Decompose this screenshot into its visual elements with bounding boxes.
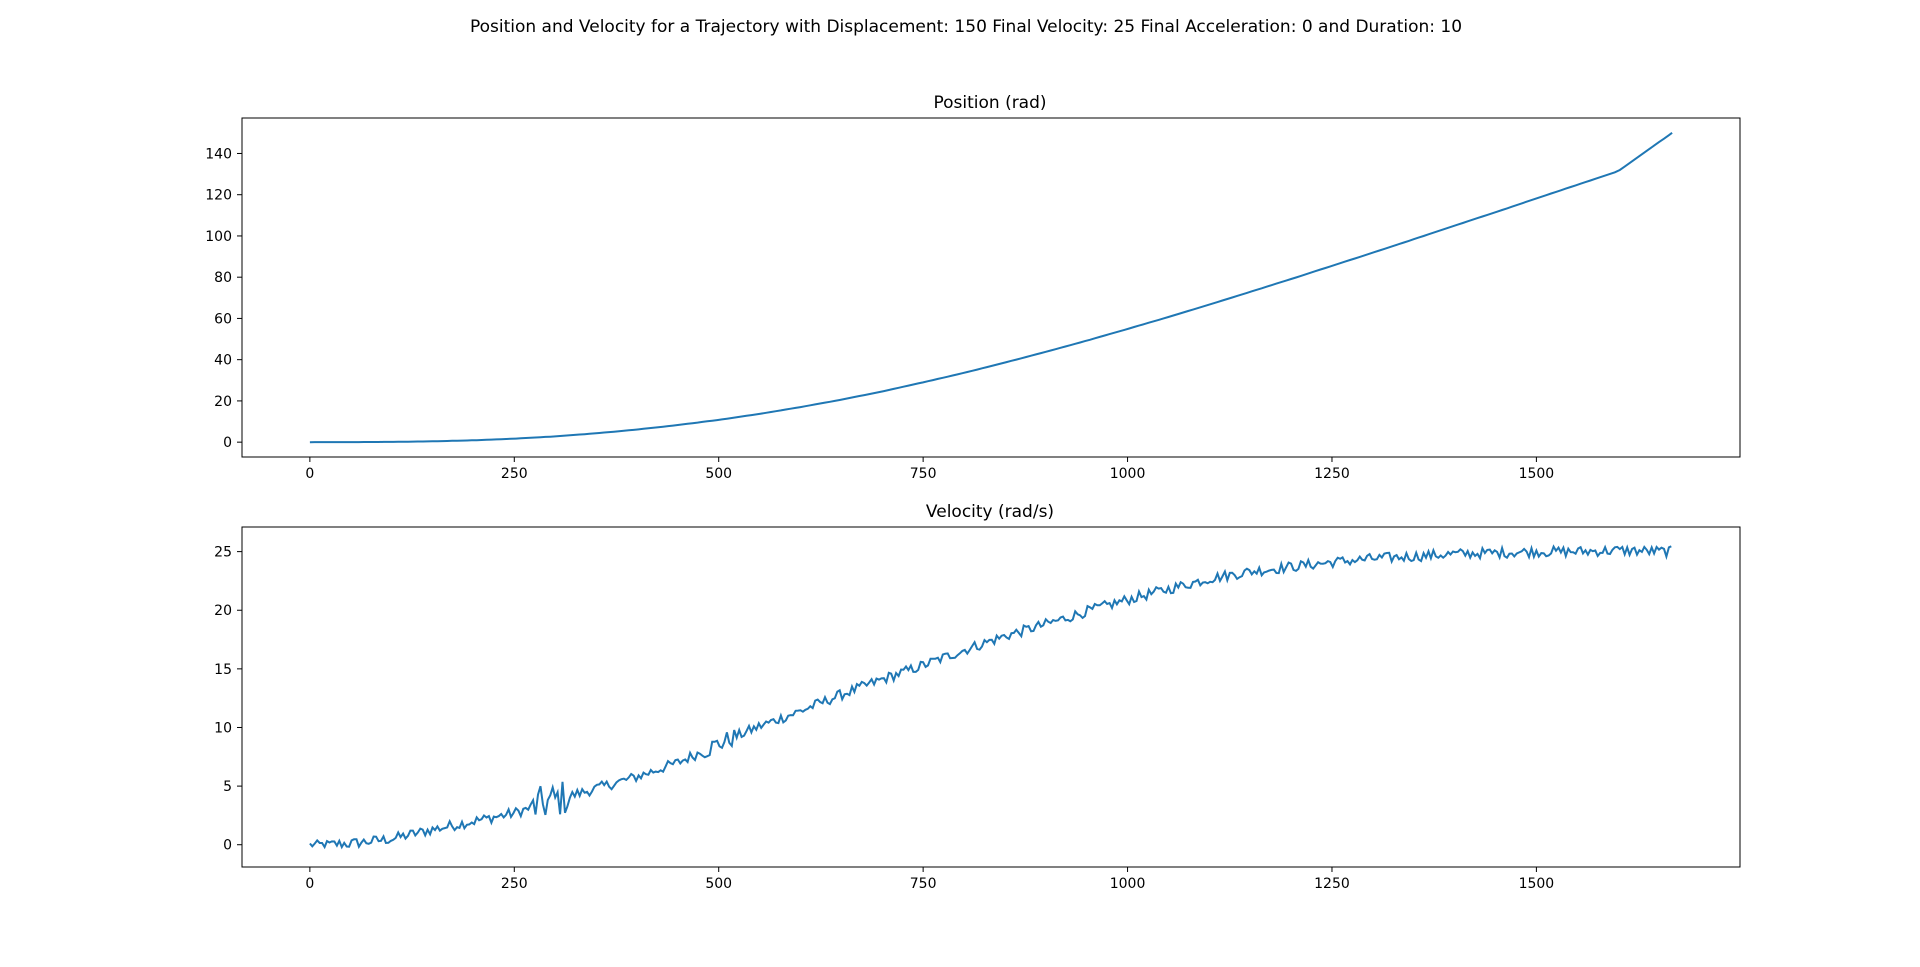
velocity-y-tick-label: 15 xyxy=(214,662,232,678)
velocity-y-tick-label: 10 xyxy=(214,720,232,736)
velocity-x-tick-label: 1500 xyxy=(1519,876,1555,892)
velocity-x-tick-label: 1000 xyxy=(1110,876,1146,892)
velocity-x-tick-label: 250 xyxy=(501,876,528,892)
position-x-tick-label: 250 xyxy=(501,466,528,482)
velocity-y-tick-label: 20 xyxy=(214,603,232,619)
velocity-axes: Velocity (rad/s) 0 250 500 750 1000 1250 1500 … xyxy=(214,502,1741,892)
position-y-ticks: 0 20 40 60 80 100 120 140 xyxy=(205,146,242,451)
position-y-tick-label: 60 xyxy=(214,311,232,327)
position-x-tick-label: 0 xyxy=(305,466,314,482)
position-y-tick-label: 120 xyxy=(205,188,232,204)
velocity-x-ticks: 0 250 500 750 1000 1250 1500 xyxy=(305,867,1554,892)
position-y-tick-label: 80 xyxy=(214,270,232,286)
velocity-x-tick-label: 0 xyxy=(305,876,314,892)
position-y-tick-label: 40 xyxy=(214,353,232,369)
position-axes-title: Position (rad) xyxy=(933,93,1046,113)
position-y-tick-label: 0 xyxy=(223,435,232,451)
velocity-y-tick-label: 25 xyxy=(214,545,232,561)
velocity-x-tick-label: 1250 xyxy=(1314,876,1350,892)
position-y-tick-label: 100 xyxy=(205,229,232,245)
position-y-tick-label: 140 xyxy=(205,146,232,162)
position-x-ticks: 0 250 500 750 1000 1250 1500 xyxy=(305,457,1554,482)
velocity-y-tick-label: 5 xyxy=(223,779,232,795)
position-plot-frame xyxy=(241,117,1741,458)
position-y-tick-label: 20 xyxy=(214,394,232,410)
position-x-tick-label: 1250 xyxy=(1314,466,1350,482)
position-axes: Position (rad) 0 250 500 750 1000 1250 1500 0 2… xyxy=(205,93,1741,482)
velocity-x-tick-label: 500 xyxy=(705,876,732,892)
velocity-axes-title: Velocity (rad/s) xyxy=(926,502,1054,522)
velocity-y-ticks: 0 5 10 15 20 25 xyxy=(214,545,242,854)
velocity-series-line xyxy=(309,544,1672,850)
position-series-line xyxy=(309,132,1673,444)
position-x-tick-label: 500 xyxy=(705,466,732,482)
position-x-tick-label: 1500 xyxy=(1519,466,1555,482)
velocity-y-tick-label: 0 xyxy=(223,838,232,854)
velocity-plot-frame xyxy=(241,526,1741,868)
velocity-x-tick-label: 750 xyxy=(910,876,937,892)
position-x-tick-label: 750 xyxy=(910,466,937,482)
figure-suptitle: Position and Velocity for a Trajectory w… xyxy=(470,17,1462,37)
position-x-tick-label: 1000 xyxy=(1110,466,1146,482)
